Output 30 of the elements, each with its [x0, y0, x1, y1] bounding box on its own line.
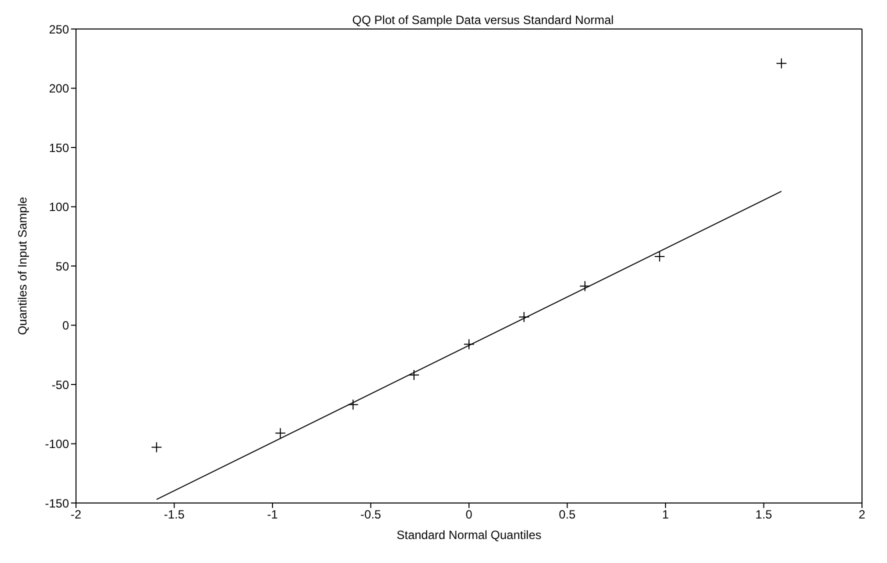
- y-tick-label: -150: [44, 496, 70, 510]
- point: [348, 399, 359, 410]
- point: [518, 311, 530, 322]
- point: [408, 370, 420, 381]
- x-tick-label: 0.5: [558, 508, 576, 522]
- y-axis-title: Quantiles of Input Sample: [15, 196, 30, 336]
- x-axis-title: Standard Normal Quantiles: [396, 528, 542, 542]
- y-tick-label: -50: [52, 378, 70, 392]
- chart-title: QQ Plot of Sample Data versus Standard Normal: [352, 13, 614, 27]
- x-tick-label: -2: [70, 508, 82, 522]
- x-tick-label: -1: [267, 508, 278, 522]
- x-tick-label: 2: [858, 508, 866, 522]
- y-tick-label: 0: [62, 318, 70, 333]
- point: [274, 428, 286, 439]
- point: [464, 338, 474, 350]
- point: [654, 251, 666, 262]
- point: [151, 442, 162, 453]
- x-tick-label: -0.5: [360, 508, 382, 522]
- x-tick-label: -1.5: [164, 508, 185, 522]
- x-tick-label: 1.5: [755, 508, 772, 522]
- x-tick-label: 0: [466, 508, 473, 522]
- y-tick-label: 50: [56, 259, 70, 274]
- point: [579, 280, 590, 292]
- x-tick-label: 1: [662, 508, 670, 522]
- y-tick-label: 150: [48, 140, 70, 155]
- y-tick-label: 100: [48, 200, 70, 214]
- y-tick-label: -100: [44, 437, 70, 452]
- y-tick-label: 250: [48, 22, 70, 36]
- point: [776, 58, 787, 69]
- y-tick-label: 200: [48, 82, 70, 96]
